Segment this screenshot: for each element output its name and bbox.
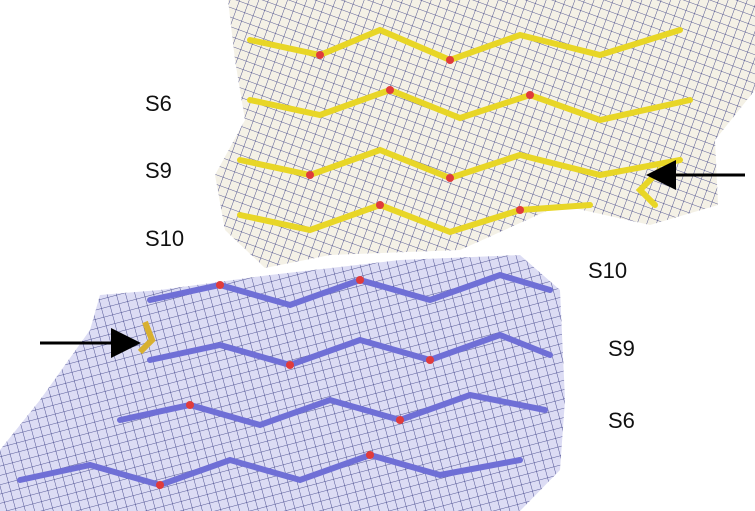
page: S6 S9 S10 S10 S9 S6 (() => { const data …	[0, 0, 755, 511]
strand-label: S9	[145, 158, 172, 183]
strand-label: S6	[608, 408, 635, 433]
structure-figure: S6 S9 S10 S10 S9 S6	[0, 0, 755, 511]
strand-label: S10	[145, 226, 184, 251]
strand-label: S6	[145, 91, 172, 116]
strand-label: S9	[608, 336, 635, 361]
strand-label: S10	[588, 258, 627, 283]
